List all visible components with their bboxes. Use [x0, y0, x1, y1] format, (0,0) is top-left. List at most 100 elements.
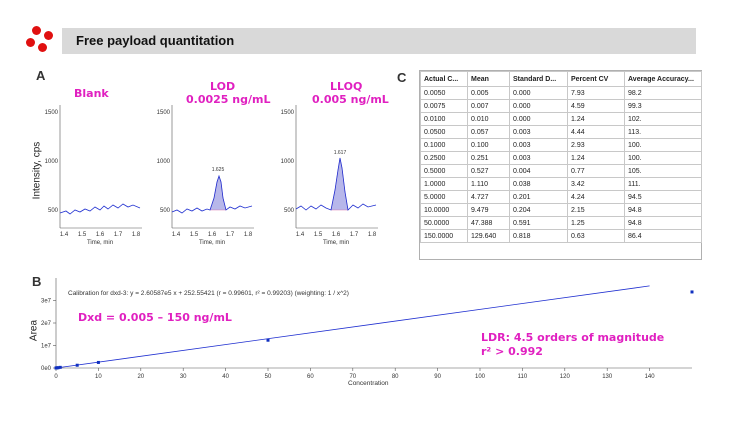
data-point: [58, 365, 62, 369]
x-axis-label: Time, min: [199, 240, 225, 246]
results-table-container: Actual C... Mean Standard D... Percent C…: [419, 70, 702, 260]
tick-label: 1.5: [190, 232, 199, 238]
column-header[interactable]: Standard D...: [509, 71, 568, 87]
table-cell: 3.42: [567, 177, 625, 191]
table-row[interactable]: 0.0500 0.057 0.003 4.44 113.: [420, 125, 702, 139]
tick-label: 1.5: [314, 232, 323, 238]
table-row[interactable]: 0.2500 0.251 0.003 1.24 100.: [420, 151, 702, 165]
table-row[interactable]: 10.0000 9.479 0.204 2.15 94.8: [420, 203, 702, 217]
table-cell: 150.0000: [420, 229, 468, 243]
page-title: Free payload quantitation: [76, 33, 235, 48]
x-tick-label: 70: [349, 374, 356, 380]
x-tick-label: 90: [434, 374, 441, 380]
tick-label: 1.4: [296, 232, 305, 238]
table-cell: 0.000: [509, 86, 568, 100]
y-tick-label: 1e7: [41, 344, 52, 350]
table-cell: 0.0100: [420, 112, 468, 126]
table-cell: 111.: [624, 177, 702, 191]
table-cell: 1.0000: [420, 177, 468, 191]
y-tick-label: 2e7: [41, 321, 52, 327]
tick-label: 1000: [45, 159, 59, 165]
table-cell: 0.057: [467, 125, 510, 139]
table-cell: 100.: [624, 138, 702, 152]
data-point: [266, 338, 270, 342]
x-tick-label: 0: [54, 374, 58, 380]
chromatogram-lod: 1500 1000 500 1.4 1.5 1.6 1.7 1.8 Time, …: [157, 105, 254, 246]
table-cell: 94.5: [624, 190, 702, 204]
trace-line: [59, 203, 141, 215]
column-header[interactable]: Percent CV: [567, 71, 625, 87]
calibration-equation: Calibration for dxd-3: y = 2.60587e5 x +…: [68, 290, 349, 297]
tick-label: 1000: [281, 159, 295, 165]
table-cell: 0.010: [467, 112, 510, 126]
table-cell: 0.003: [509, 151, 568, 165]
tick-label: 1.7: [226, 232, 235, 238]
table-row[interactable]: 0.0050 0.005 0.000 7.93 98.2: [420, 86, 702, 100]
table-cell: 2.15: [567, 203, 625, 217]
tick-label: 1500: [281, 110, 295, 116]
table-cell: 2.93: [567, 138, 625, 152]
peak-area: [209, 175, 227, 211]
tick-label: 1500: [45, 110, 59, 116]
tick-label: 1.5: [78, 232, 87, 238]
table-cell: 94.8: [624, 216, 702, 230]
table-cell: 0.204: [509, 203, 568, 217]
table-row[interactable]: 0.0075 0.007 0.000 4.59 99.3: [420, 99, 702, 113]
table-cell: 4.727: [467, 190, 510, 204]
table-row[interactable]: 0.5000 0.527 0.004 0.77 105.: [420, 164, 702, 178]
table-cell: 0.003: [509, 125, 568, 139]
column-header[interactable]: Average Accuracy...: [624, 71, 702, 87]
table-row[interactable]: 150.0000 129.640 0.818 0.63 86.4: [420, 229, 702, 243]
column-header[interactable]: Mean: [467, 71, 510, 87]
table-cell: 50.0000: [420, 216, 468, 230]
table-cell: 5.0000: [420, 190, 468, 204]
tick-label: 1.4: [60, 232, 69, 238]
table-cell: 0.0500: [420, 125, 468, 139]
table-cell: 0.818: [509, 229, 568, 243]
table-cell: 0.000: [509, 112, 568, 126]
table-cell: 4.59: [567, 99, 625, 113]
tick-label: 1.4: [172, 232, 181, 238]
range-label: Dxd = 0.005 – 150 ng/mL: [78, 311, 232, 324]
column-header[interactable]: Actual C...: [420, 71, 468, 87]
table-cell: 0.0050: [420, 86, 468, 100]
tick-label: 500: [48, 208, 59, 214]
table-cell: 1.25: [567, 216, 625, 230]
table-row[interactable]: 0.1000 0.100 0.003 2.93 100.: [420, 138, 702, 152]
tick-label: 1.8: [132, 232, 141, 238]
peak-area: [330, 157, 349, 211]
table-cell: 129.640: [467, 229, 510, 243]
table-row[interactable]: 50.0000 47.388 0.591 1.25 94.8: [420, 216, 702, 230]
table-cell: 7.93: [567, 86, 625, 100]
table-cell: 0.201: [509, 190, 568, 204]
x-axis-title: Concentration: [348, 380, 389, 387]
lloq-conc-label: 0.005 ng/mL: [312, 93, 389, 106]
data-point: [75, 363, 79, 367]
table-row[interactable]: 5.0000 4.727 0.201 4.24 94.5: [420, 190, 702, 204]
calibration-chart: 0e0 1e7 2e7 3e7 0 10 20 30 40 50 60 70 80 90 100 110 120…: [41, 278, 694, 380]
table-row[interactable]: 1.0000 1.110 0.038 3.42 111.: [420, 177, 702, 191]
peak-label: 1.625: [212, 167, 225, 173]
table-cell: 9.479: [467, 203, 510, 217]
blank-label: Blank: [74, 87, 109, 100]
table-cell: 100.: [624, 151, 702, 165]
panel-a-letter: A: [36, 68, 46, 83]
tick-label: 1.7: [350, 232, 359, 238]
lod-conc-label: 0.0025 ng/mL: [186, 93, 271, 106]
table-cell: 113.: [624, 125, 702, 139]
table-row[interactable]: 0.0100 0.010 0.000 1.24 102.: [420, 112, 702, 126]
y-tick-label: 0e0: [41, 366, 52, 372]
chromatogram-blank: 1500 1000 500 1.4 1.5 1.6 1.7 1.8 Time, …: [45, 105, 142, 246]
x-tick-label: 120: [560, 374, 571, 380]
table-cell: 98.2: [624, 86, 702, 100]
r2-label: r² > 0.992: [481, 345, 543, 358]
tick-label: 1500: [157, 110, 171, 116]
x-tick-label: 40: [222, 374, 229, 380]
data-point: [96, 360, 100, 364]
table-cell: 0.527: [467, 164, 510, 178]
tick-label: 500: [160, 208, 171, 214]
table-header-row: Actual C... Mean Standard D... Percent C…: [420, 71, 702, 87]
table-cell: 0.038: [509, 177, 568, 191]
tick-label: 1.8: [368, 232, 377, 238]
table-cell: 1.110: [467, 177, 510, 191]
